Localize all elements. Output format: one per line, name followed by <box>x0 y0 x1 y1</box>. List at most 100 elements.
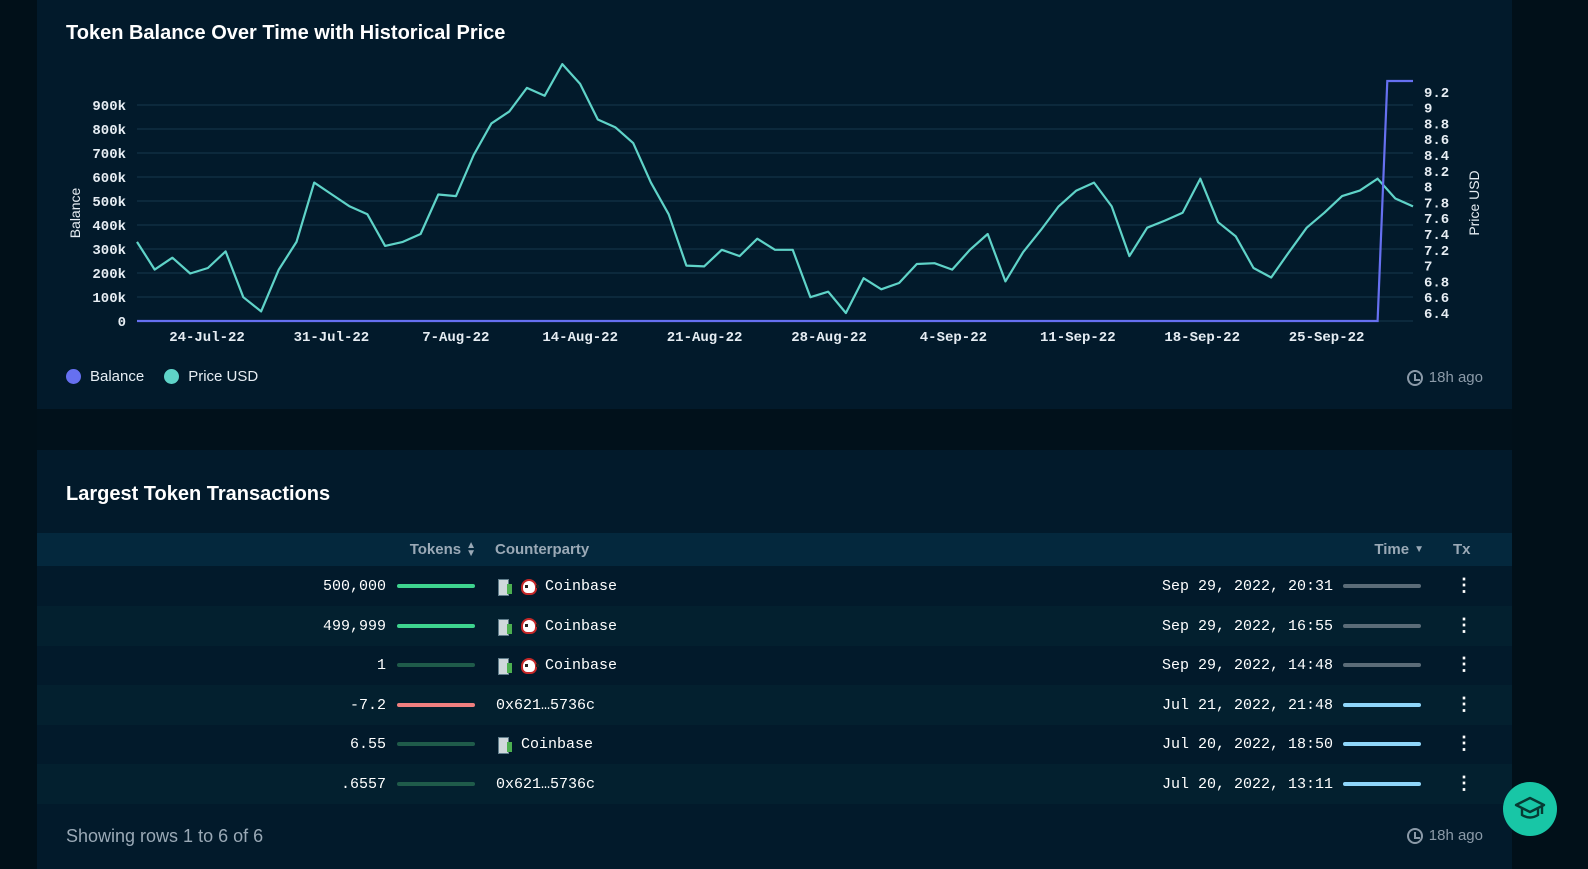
left-axis-tick-label: 100k <box>92 291 126 307</box>
row-menu-icon[interactable]: ⋮ <box>1455 575 1473 595</box>
left-axis-tick-label: 0 <box>118 315 126 331</box>
counterparty-name: Coinbase <box>545 617 618 635</box>
time-bar <box>1343 702 1421 707</box>
legend-dot-price <box>164 369 180 384</box>
chart-panel: Token Balance Over Time with Historical … <box>37 0 1512 409</box>
left-axis-tick-label: 500k <box>92 195 126 211</box>
x-axis-tick-label: 24-Jul-22 <box>169 330 245 346</box>
counterparty-name: Coinbase <box>545 578 618 595</box>
time-bar <box>1343 584 1421 588</box>
right-axis-tick-label: 8.6 <box>1424 133 1449 149</box>
x-axis-tick-label: 25-Sep-22 <box>1289 330 1365 346</box>
row-menu-icon[interactable]: ⋮ <box>1455 693 1473 714</box>
table-footer-summary: Showing rows 1 to 6 of 6 <box>66 826 264 846</box>
column-header-time-label: Time <box>1374 541 1410 558</box>
tokens-value: 6.55 <box>349 736 386 753</box>
tokens-value: 499,999 <box>322 617 386 635</box>
tokens-bar <box>397 781 475 786</box>
time-bar <box>1343 663 1421 667</box>
left-axis-tick-label: 700k <box>92 147 126 163</box>
building-icon <box>496 578 513 596</box>
legend-label-balance: Balance <box>90 368 145 385</box>
time-value: Jul 20, 2022, 13:11 <box>1161 775 1333 793</box>
counterparty-cell[interactable]: Coinbase <box>496 578 618 596</box>
column-header-time[interactable]: Time ▼ <box>1374 541 1424 558</box>
x-axis-tick-label: 14-Aug-22 <box>542 330 618 346</box>
table-row[interactable]: 1 Coinbase Sep 29, 2022, 14:48 ⋮ <box>37 645 1512 685</box>
sort-desc-icon: ▼ <box>1414 544 1424 555</box>
chart-legend: Balance Price USD <box>66 368 258 385</box>
legend-item-balance[interactable]: Balance <box>66 368 144 385</box>
clock-icon <box>1406 369 1423 386</box>
table-panel: Largest Token Transactions Tokens ▲ ▼ Cou… <box>37 450 1512 869</box>
table-row[interactable]: 499,999 Coinbase Sep 29, 2022, 16:55 ⋮ <box>37 605 1512 646</box>
tokens-bar <box>397 584 475 588</box>
panel-gap <box>37 409 1512 450</box>
table-row[interactable]: 500,000 Coinbase Sep 29, 2022, 20:31 ⋮ <box>37 566 1512 606</box>
right-axis-tick-label: 7.2 <box>1424 244 1449 260</box>
legend-label-price: Price USD <box>188 368 259 385</box>
counterparty-cell[interactable]: 0x621…5736c <box>496 776 595 793</box>
counterparty-name: Coinbase <box>521 736 594 753</box>
table-row[interactable]: 6.55 Coinbase Jul 20, 2022, 18:50 ⋮ <box>37 724 1512 764</box>
table-row[interactable]: .6557 0x621…5736c Jul 20, 2022, 13:11 ⋮ <box>37 763 1512 804</box>
tokens-bar <box>397 623 475 628</box>
right-axis-tick-label: 8.2 <box>1424 165 1449 181</box>
left-axis-tick-label: 200k <box>92 267 126 283</box>
time-value: Jul 21, 2022, 21:48 <box>1161 696 1333 714</box>
left-axis-tick-label: 800k <box>92 123 126 139</box>
skull-icon <box>521 618 539 634</box>
row-menu-icon[interactable]: ⋮ <box>1455 654 1473 674</box>
right-axis-tick-label: 8 <box>1424 181 1432 197</box>
right-axis-tick-label: 6.4 <box>1424 307 1449 323</box>
right-axis-tick-label: 8.4 <box>1424 149 1449 165</box>
column-header-tx-label: Tx <box>1453 541 1471 558</box>
right-axis-tick-label: 6.6 <box>1424 291 1449 307</box>
right-axis-tick-label: 9 <box>1424 102 1432 118</box>
counterparty-cell[interactable]: Coinbase <box>496 617 618 636</box>
right-axis-tick-label: 7 <box>1424 260 1432 276</box>
left-gutter <box>0 0 37 869</box>
clock-icon <box>1406 827 1423 844</box>
counterparty-cell[interactable]: Coinbase <box>496 736 594 754</box>
counterparty-name: 0x621…5736c <box>496 696 596 714</box>
x-axis-tick-label: 31-Jul-22 <box>294 330 370 346</box>
skull-icon <box>521 657 539 674</box>
x-axis-tick-label: 4-Sep-22 <box>920 330 987 346</box>
column-header-tokens[interactable]: Tokens ▲ ▼ <box>410 540 476 558</box>
column-header-counterparty-label: Counterparty <box>495 541 590 558</box>
right-axis-tick-label: 7.6 <box>1424 212 1449 228</box>
row-menu-icon[interactable]: ⋮ <box>1455 772 1473 793</box>
skull-icon <box>521 578 539 595</box>
left-axis-label: Balance <box>67 187 83 238</box>
right-axis-tick-label: 6.8 <box>1424 275 1449 291</box>
x-axis-tick-label: 11-Sep-22 <box>1040 330 1116 346</box>
building-icon <box>496 618 513 636</box>
building-icon <box>496 736 513 754</box>
legend-dot-balance <box>66 369 81 384</box>
time-value: Sep 29, 2022, 14:48 <box>1161 657 1333 674</box>
column-header-counterparty[interactable]: Counterparty <box>495 541 589 558</box>
tokens-value: .6557 <box>340 775 386 793</box>
counterparty-name: Coinbase <box>545 657 618 674</box>
price-usd-line <box>136 62 1414 315</box>
row-menu-icon[interactable]: ⋮ <box>1455 733 1473 753</box>
row-menu-icon[interactable]: ⋮ <box>1455 614 1473 635</box>
right-axis-label: Price USD <box>1466 170 1482 235</box>
right-axis-tick-label: 9.2 <box>1424 86 1449 102</box>
counterparty-cell[interactable]: Coinbase <box>496 657 618 675</box>
balance-price-chart[interactable]: 0 100k 200k 300k 400k 500k 600k 700k 800k 900k 6.4… <box>37 0 1512 360</box>
legend-item-price[interactable]: Price USD <box>164 368 258 385</box>
time-bar <box>1343 742 1421 746</box>
graduation-cap-icon <box>1514 796 1546 819</box>
help-education-button[interactable] <box>1503 782 1557 836</box>
left-axis-tick-label: 600k <box>92 171 126 187</box>
table-row[interactable]: -7.2 0x621…5736c Jul 21, 2022, 21:48 ⋮ <box>37 684 1512 725</box>
chart-updated: 18h ago <box>1406 369 1483 386</box>
right-axis-tick-label: 8.8 <box>1424 117 1449 133</box>
counterparty-cell[interactable]: 0x621…5736c <box>496 697 595 714</box>
table-header: Tokens ▲ ▼ Counterparty Time ▼ Tx <box>37 533 1512 566</box>
table-updated-text: 18h ago <box>1428 827 1483 844</box>
time-bar <box>1343 623 1421 628</box>
right-gutter <box>1512 0 1588 869</box>
